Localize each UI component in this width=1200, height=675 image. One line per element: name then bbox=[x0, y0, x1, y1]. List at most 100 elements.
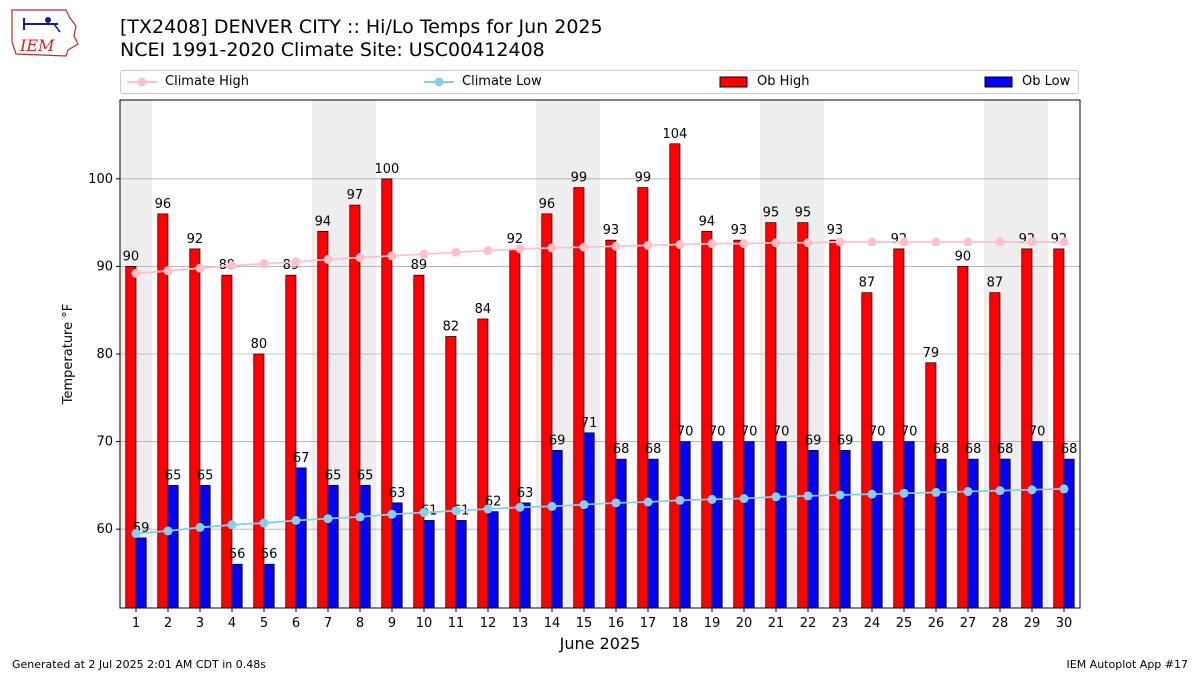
ob-low-bar bbox=[423, 520, 435, 609]
climate-low-point bbox=[835, 490, 845, 500]
ob-high-label: 99 bbox=[571, 171, 588, 186]
ob-high-bar bbox=[893, 248, 905, 609]
ob-low-bar bbox=[487, 511, 499, 609]
ob-high-bar bbox=[157, 213, 169, 609]
ob-low-label: 62 bbox=[485, 495, 502, 510]
climate-high-point bbox=[323, 254, 333, 264]
climate-low-point bbox=[259, 518, 269, 528]
ob-low-label: 59 bbox=[133, 521, 150, 536]
ob-high-label: 94 bbox=[699, 214, 716, 229]
x-tick-label: 28 bbox=[992, 616, 1009, 631]
ob-high-bar bbox=[1021, 248, 1033, 609]
climate-low-point bbox=[803, 491, 813, 501]
x-tick-label: 1 bbox=[132, 616, 140, 631]
ob-high-label: 87 bbox=[859, 276, 876, 291]
ob-low-bar bbox=[391, 502, 403, 609]
climate-high-point bbox=[387, 251, 397, 261]
ob-high-label: 97 bbox=[347, 188, 364, 203]
ob-low-label: 70 bbox=[741, 425, 758, 440]
ob-high-bar bbox=[253, 353, 265, 609]
ob-high-bar bbox=[637, 187, 649, 609]
ob-low-label: 70 bbox=[773, 425, 790, 440]
climate-high-point bbox=[867, 237, 877, 247]
weekend-shade bbox=[760, 100, 824, 608]
ob-low-label: 56 bbox=[261, 547, 278, 562]
legend-item-climate-low: Climate Low bbox=[424, 74, 542, 89]
x-tick-label: 30 bbox=[1056, 616, 1073, 631]
climate-high-point bbox=[835, 237, 845, 247]
ob-low-label: 65 bbox=[325, 468, 342, 483]
y-tick-label: 60 bbox=[96, 522, 113, 537]
ob-low-label: 68 bbox=[997, 442, 1014, 457]
ob-high-bar bbox=[861, 292, 873, 609]
ob-high-bar bbox=[797, 222, 809, 609]
ob-low-bar bbox=[359, 485, 371, 609]
ob-high-bar bbox=[925, 362, 937, 609]
climate-low-point bbox=[451, 506, 461, 516]
ob-high-label: 93 bbox=[731, 223, 748, 238]
x-tick-label: 11 bbox=[448, 616, 465, 631]
x-tick-label: 13 bbox=[512, 616, 529, 631]
climate-low-point bbox=[931, 487, 941, 497]
x-tick-label: 4 bbox=[228, 616, 236, 631]
ob-low-bar bbox=[1031, 441, 1043, 609]
ob-low-label: 68 bbox=[645, 442, 662, 457]
y-tick-label: 80 bbox=[96, 347, 113, 362]
ob-high-bar bbox=[1053, 248, 1065, 609]
weekend-shade bbox=[536, 100, 600, 608]
ob-low-bar bbox=[551, 449, 563, 609]
climate-low-point bbox=[675, 495, 685, 505]
climate-high-point bbox=[547, 243, 557, 253]
climate-high-point bbox=[611, 241, 621, 251]
ob-low-bar bbox=[455, 520, 467, 609]
x-tick-label: 20 bbox=[736, 616, 753, 631]
ob-low-bar bbox=[935, 458, 947, 609]
x-tick-label: 10 bbox=[416, 616, 433, 631]
legend-item-climate-high: Climate High bbox=[127, 74, 249, 89]
ob-high-bar bbox=[125, 266, 137, 609]
ob-low-bar bbox=[263, 563, 275, 609]
x-tick-label: 26 bbox=[928, 616, 945, 631]
x-tick-label: 15 bbox=[576, 616, 593, 631]
ob-high-label: 80 bbox=[251, 337, 268, 352]
ob-high-label: 95 bbox=[763, 206, 780, 221]
x-tick-label: 16 bbox=[608, 616, 625, 631]
climate-low-point bbox=[739, 494, 749, 504]
ob-high-label: 79 bbox=[923, 346, 940, 361]
climate-high-point bbox=[771, 238, 781, 248]
ob-high-label: 90 bbox=[123, 249, 140, 264]
ob-high-label: 92 bbox=[1019, 232, 1036, 247]
legend-label: Ob Low bbox=[1022, 74, 1071, 89]
ob-high-label: 84 bbox=[475, 302, 492, 317]
ob-low-label: 68 bbox=[613, 442, 630, 457]
ob-low-bar bbox=[327, 485, 339, 609]
legend-swatch-ob-low bbox=[984, 76, 1013, 87]
ob-high-bar bbox=[669, 143, 681, 609]
ob-high-bar bbox=[509, 248, 521, 609]
climate-low-point bbox=[579, 500, 589, 510]
legend-swatch-climate-low bbox=[424, 77, 454, 86]
ob-low-label: 65 bbox=[197, 468, 214, 483]
climate-low-point bbox=[323, 514, 333, 524]
ob-high-bar bbox=[541, 213, 553, 609]
ob-high-bar bbox=[829, 239, 841, 609]
ob-low-label: 63 bbox=[517, 486, 534, 501]
ob-high-label: 96 bbox=[539, 197, 556, 212]
ob-high-label: 92 bbox=[507, 232, 524, 247]
climate-high-point bbox=[643, 240, 653, 250]
ob-low-label: 70 bbox=[901, 425, 918, 440]
ob-high-bar bbox=[477, 318, 489, 609]
ob-high-bar bbox=[701, 231, 713, 609]
ob-low-label: 71 bbox=[581, 416, 598, 431]
climate-low-point bbox=[707, 494, 717, 504]
climate-high-point bbox=[227, 261, 237, 271]
x-axis-label: June 2025 bbox=[559, 634, 641, 653]
climate-high-point bbox=[707, 239, 717, 249]
x-tick-label: 6 bbox=[292, 616, 300, 631]
ob-high-bar bbox=[765, 222, 777, 609]
ob-low-label: 68 bbox=[965, 442, 982, 457]
legend-item-ob-low: Ob Low bbox=[984, 74, 1070, 89]
climate-high-point bbox=[195, 263, 205, 273]
ob-high-bar bbox=[221, 274, 233, 609]
ob-low-bar bbox=[199, 485, 211, 609]
